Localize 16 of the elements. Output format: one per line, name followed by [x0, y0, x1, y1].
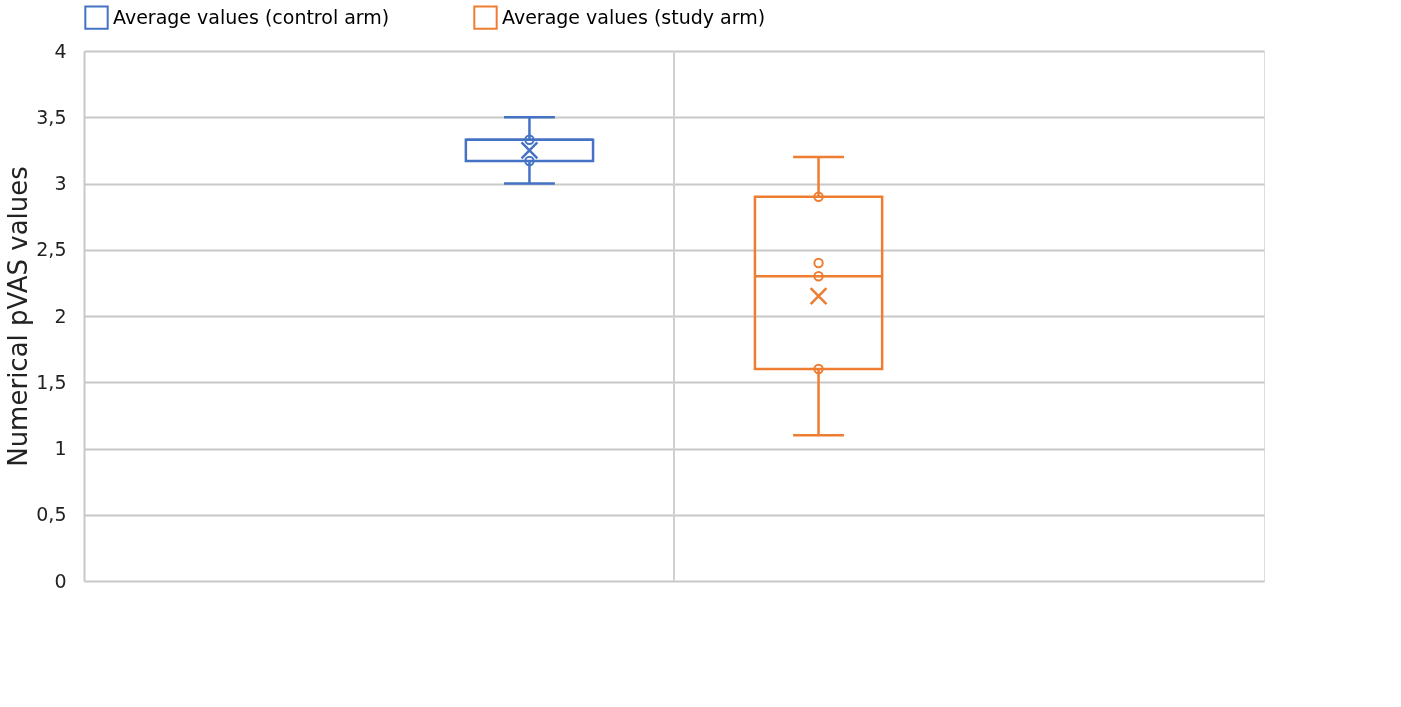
point: [813, 191, 824, 202]
y-tick-label: 3,5: [36, 105, 67, 128]
y-tick-label: 4: [54, 39, 67, 62]
y-axis-title: Numerical pVAS values: [3, 166, 34, 467]
point: [813, 271, 824, 282]
point: [813, 257, 824, 269]
y-tick-label: 1,5: [36, 370, 67, 393]
point: [813, 363, 824, 375]
legend-label: Average values (control arm): [113, 5, 390, 28]
legend-label: Average values (study arm): [502, 5, 766, 28]
y-tick-label: 2,5: [36, 238, 67, 261]
y-tick-label: 3: [54, 172, 67, 194]
y-tick-label: 2: [54, 304, 67, 327]
y-tick-label: 0: [54, 569, 67, 592]
y-tick-label: 0,5: [36, 503, 67, 526]
y-tick-label: 1: [54, 437, 67, 459]
